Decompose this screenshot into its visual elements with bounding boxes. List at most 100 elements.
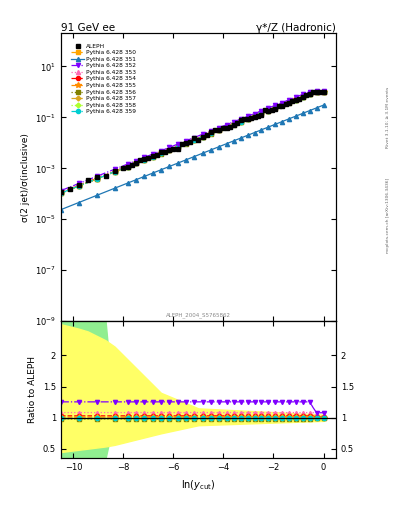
Text: ALEPH_2004_S5765862: ALEPH_2004_S5765862 [166, 313, 231, 318]
Legend: ALEPH, Pythia 6.428 350, Pythia 6.428 351, Pythia 6.428 352, Pythia 6.428 353, P: ALEPH, Pythia 6.428 350, Pythia 6.428 35… [69, 42, 138, 116]
Pythia 6.428 355 [294, 96, 298, 102]
Pythia 6.428 353 [150, 153, 155, 159]
Pythia 6.428 354 [294, 96, 298, 102]
Pythia 6.428 356 [142, 157, 147, 163]
Pythia 6.428 359 [142, 157, 147, 163]
Line: Pythia 6.428 350: Pythia 6.428 350 [59, 90, 325, 195]
Pythia 6.428 354 [180, 142, 184, 148]
Pythia 6.428 359 [294, 96, 298, 102]
Line: Pythia 6.428 358: Pythia 6.428 358 [59, 90, 325, 195]
Pythia 6.428 355 [314, 89, 319, 95]
Pythia 6.428 357 [142, 157, 147, 163]
Text: mcplots.cern.ch [arXiv:1306.3436]: mcplots.cern.ch [arXiv:1306.3436] [386, 178, 390, 252]
Pythia 6.428 358 [294, 96, 298, 102]
Pythia 6.428 354 [142, 157, 147, 163]
Line: Pythia 6.428 352: Pythia 6.428 352 [59, 89, 325, 193]
Line: Pythia 6.428 355: Pythia 6.428 355 [58, 89, 326, 196]
Pythia 6.428 353 [321, 89, 326, 95]
Pythia 6.428 358 [150, 154, 155, 160]
Pythia 6.428 359 [321, 89, 326, 95]
Pythia 6.428 350 [239, 118, 243, 124]
Y-axis label: σ(2 jet)/σ(inclusive): σ(2 jet)/σ(inclusive) [20, 133, 29, 222]
Pythia 6.428 352 [239, 116, 243, 122]
Pythia 6.428 355 [142, 157, 147, 163]
Pythia 6.428 353 [59, 189, 63, 195]
Pythia 6.428 357 [224, 124, 229, 130]
Pythia 6.428 359 [314, 89, 319, 95]
Pythia 6.428 350 [294, 96, 298, 102]
Pythia 6.428 359 [59, 190, 63, 196]
Pythia 6.428 355 [321, 89, 326, 95]
Pythia 6.428 353 [224, 123, 229, 129]
Pythia 6.428 352 [224, 121, 229, 127]
ALEPH [59, 188, 63, 195]
Pythia 6.428 351 [224, 140, 229, 146]
Y-axis label: Ratio to ALEPH: Ratio to ALEPH [28, 356, 37, 423]
Pythia 6.428 356 [224, 124, 229, 131]
Pythia 6.428 357 [150, 154, 155, 160]
Pythia 6.428 351 [142, 174, 147, 180]
Text: γ*/Z (Hadronic): γ*/Z (Hadronic) [256, 23, 336, 32]
Line: ALEPH: ALEPH [59, 90, 326, 194]
Pythia 6.428 356 [59, 190, 63, 197]
Pythia 6.428 359 [224, 124, 229, 130]
Text: 91 GeV ee: 91 GeV ee [61, 23, 115, 32]
Pythia 6.428 352 [150, 151, 155, 157]
Pythia 6.428 356 [294, 97, 298, 103]
Pythia 6.428 355 [180, 142, 184, 148]
Pythia 6.428 350 [142, 157, 147, 163]
Pythia 6.428 352 [294, 94, 298, 100]
Pythia 6.428 355 [239, 118, 243, 124]
Pythia 6.428 358 [142, 157, 147, 163]
ALEPH [239, 117, 243, 123]
Pythia 6.428 355 [59, 190, 63, 196]
Pythia 6.428 355 [150, 154, 155, 160]
Pythia 6.428 354 [239, 118, 243, 124]
Pythia 6.428 350 [321, 89, 326, 95]
ALEPH [142, 156, 147, 162]
Pythia 6.428 356 [239, 119, 243, 125]
Pythia 6.428 354 [59, 190, 63, 196]
Pythia 6.428 357 [59, 190, 63, 196]
Pythia 6.428 352 [321, 88, 326, 94]
Line: Pythia 6.428 359: Pythia 6.428 359 [59, 90, 325, 195]
ALEPH [294, 97, 298, 103]
Pythia 6.428 352 [311, 88, 316, 94]
Line: Pythia 6.428 357: Pythia 6.428 357 [59, 90, 325, 195]
ALEPH [224, 125, 229, 131]
Line: Pythia 6.428 356: Pythia 6.428 356 [59, 90, 325, 196]
Pythia 6.428 350 [150, 154, 155, 160]
X-axis label: $\ln(y_{\rm cut})$: $\ln(y_{\rm cut})$ [181, 478, 216, 492]
ALEPH [150, 153, 155, 159]
Pythia 6.428 358 [224, 124, 229, 130]
Pythia 6.428 354 [321, 89, 326, 95]
Line: Pythia 6.428 353: Pythia 6.428 353 [59, 90, 325, 195]
Pythia 6.428 354 [314, 89, 319, 95]
Pythia 6.428 357 [180, 142, 184, 148]
Pythia 6.428 358 [314, 89, 319, 95]
Pythia 6.428 351 [294, 113, 298, 119]
Pythia 6.428 356 [314, 89, 319, 95]
Pythia 6.428 350 [180, 142, 184, 148]
Pythia 6.428 351 [59, 206, 63, 212]
Pythia 6.428 351 [150, 170, 155, 176]
Line: Pythia 6.428 354: Pythia 6.428 354 [59, 90, 325, 195]
Pythia 6.428 353 [239, 118, 243, 124]
Pythia 6.428 356 [180, 142, 184, 148]
Text: Rivet 3.1.10; ≥ 3.1M events: Rivet 3.1.10; ≥ 3.1M events [386, 87, 390, 148]
Pythia 6.428 359 [180, 142, 184, 148]
Line: Pythia 6.428 351: Pythia 6.428 351 [59, 103, 325, 212]
Pythia 6.428 351 [321, 102, 326, 108]
Pythia 6.428 351 [239, 135, 243, 141]
Pythia 6.428 352 [180, 139, 184, 145]
Pythia 6.428 354 [224, 123, 229, 130]
ALEPH [321, 90, 326, 96]
Pythia 6.428 351 [180, 158, 184, 164]
Pythia 6.428 353 [314, 89, 319, 95]
Pythia 6.428 350 [224, 124, 229, 130]
Pythia 6.428 357 [314, 89, 319, 95]
Pythia 6.428 358 [59, 190, 63, 196]
Pythia 6.428 357 [321, 89, 326, 95]
Pythia 6.428 357 [239, 118, 243, 124]
Pythia 6.428 353 [180, 141, 184, 147]
